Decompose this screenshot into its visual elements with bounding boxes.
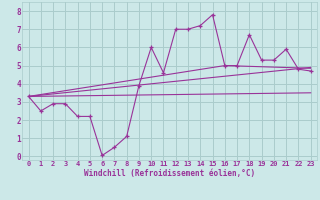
X-axis label: Windchill (Refroidissement éolien,°C): Windchill (Refroidissement éolien,°C) bbox=[84, 169, 255, 178]
